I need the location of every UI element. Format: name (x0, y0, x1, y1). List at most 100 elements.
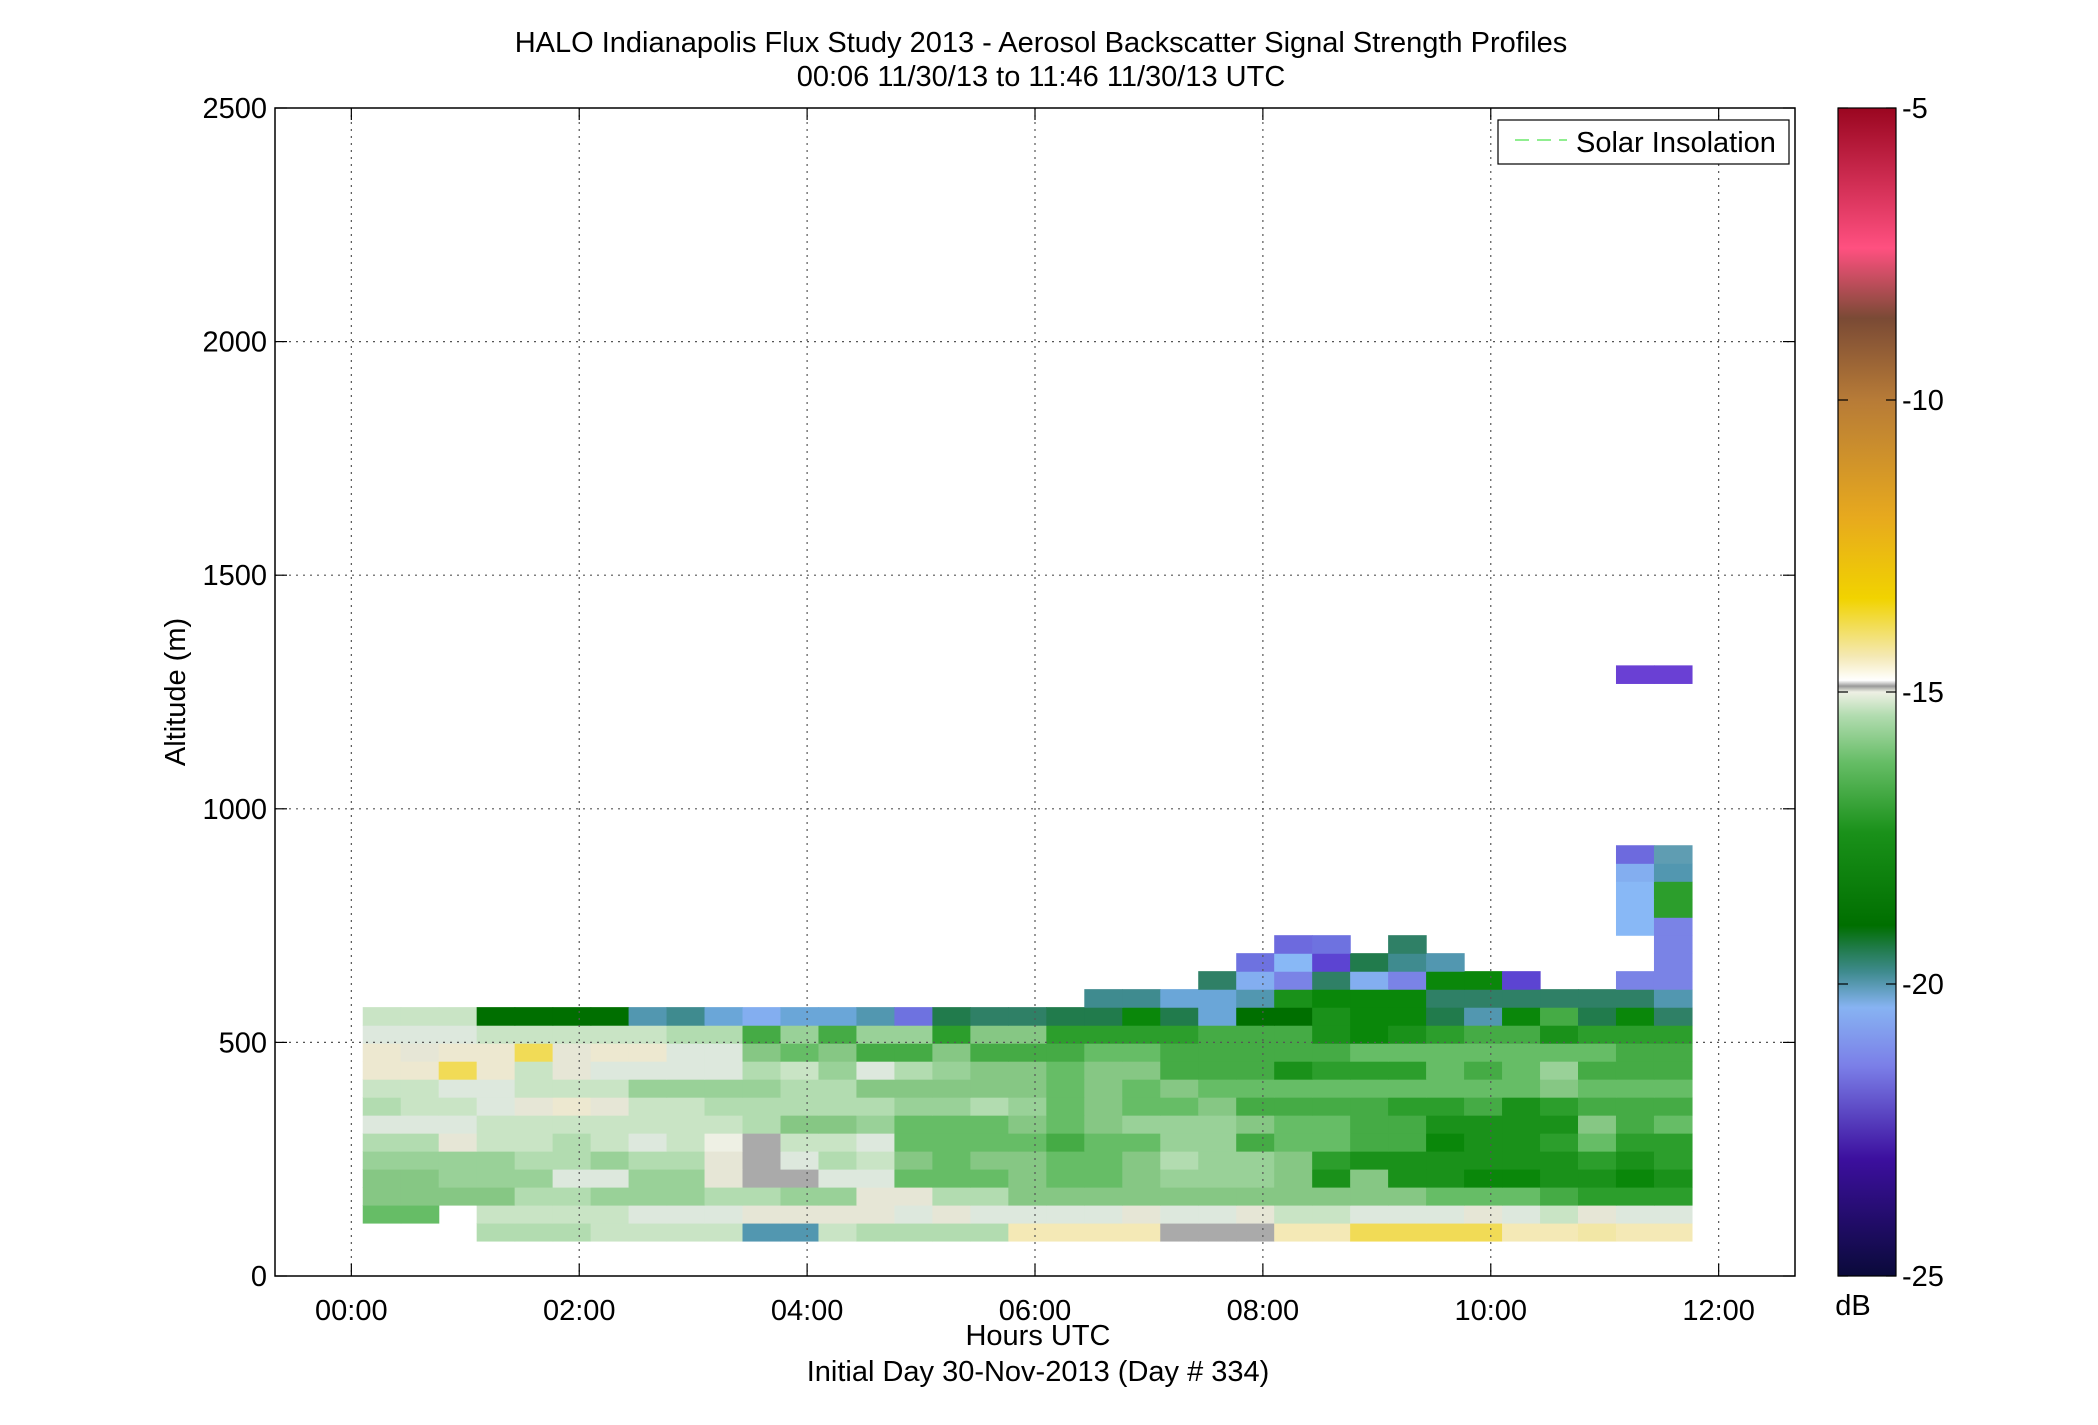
heatmap-cell (742, 1133, 782, 1152)
heatmap-cell (856, 1204, 896, 1224)
heatmap-cell (1312, 1061, 1351, 1080)
heatmap-cell (1615, 1061, 1655, 1080)
heatmap-cell (552, 1025, 592, 1044)
heatmap-cell (856, 1097, 896, 1116)
y-axis-label: Altitude (m) (160, 618, 192, 766)
heatmap-cell (514, 1204, 554, 1224)
heatmap-cell (1464, 1079, 1503, 1098)
legend-box (1497, 119, 1790, 165)
heatmap-cell (1198, 1187, 1237, 1206)
heatmap-cell (1653, 1222, 1693, 1242)
heatmap-cell (552, 1133, 592, 1152)
heatmap-cell (1464, 1025, 1503, 1044)
heatmap-cell (818, 1007, 858, 1026)
heatmap-cell (932, 1025, 971, 1044)
heatmap-cell (1274, 1151, 1313, 1170)
heatmap-cell (1236, 989, 1275, 1008)
heatmap-cell (1653, 1151, 1693, 1170)
heatmap-cell (1046, 1204, 1085, 1224)
heatmap-cell (1084, 1222, 1123, 1242)
heatmap-cell (1615, 665, 1655, 684)
heatmap-cell (362, 1115, 402, 1134)
heatmap-cell (704, 1025, 744, 1044)
heatmap-cell (1540, 1204, 1579, 1224)
heatmap-cell (400, 1115, 440, 1134)
heatmap-cell (1198, 1115, 1237, 1134)
heatmap-cell (1046, 1115, 1085, 1134)
heatmap-cell (1084, 1007, 1123, 1026)
heatmap-cell (1008, 1187, 1047, 1206)
colorbar-tick-label: -15 (1902, 677, 1944, 709)
heatmap-cell (1426, 989, 1465, 1008)
heatmap-cell (1540, 1043, 1579, 1062)
y-axis-ticks: 0 500 1000 1500 2000 2500 (202, 93, 1795, 1293)
heatmap-cell (1578, 1043, 1617, 1062)
heatmap-cell (1578, 1222, 1617, 1242)
heatmap-cell (780, 1204, 820, 1224)
heatmap-cell (1236, 1007, 1275, 1026)
heatmap-cell (742, 1007, 782, 1026)
heatmap-cell (894, 1187, 933, 1206)
heatmap-cell (552, 1097, 592, 1116)
heatmap-cell (514, 1115, 554, 1134)
heatmap-cell (400, 1025, 440, 1044)
heatmap-cell (1426, 1079, 1465, 1098)
heatmap-cell (1540, 1007, 1579, 1026)
heatmap-cell (1502, 1079, 1541, 1098)
heatmap-cell (1084, 989, 1123, 1008)
heatmap-cell (362, 1204, 402, 1224)
heatmap-cell (1578, 1079, 1617, 1098)
heatmap-cell (552, 1061, 592, 1080)
heatmap-cell (1426, 1204, 1465, 1224)
heatmap-cell (742, 1061, 782, 1080)
heatmap-cell (628, 1222, 668, 1242)
heatmap-cell (704, 1133, 744, 1152)
heatmap-cell (1426, 1151, 1465, 1170)
heatmap-cell (1274, 989, 1313, 1008)
heatmap-cell (1615, 881, 1655, 900)
heatmap-cell (666, 1007, 706, 1026)
heatmap-cell (1350, 1061, 1389, 1080)
heatmap-cell (818, 1115, 858, 1134)
heatmap-cell (1046, 1007, 1085, 1026)
heatmap-cell (742, 1222, 782, 1242)
heatmap-cell (1615, 1079, 1655, 1098)
heatmap-cell (704, 1187, 744, 1206)
heatmap-cell (1653, 1079, 1693, 1098)
heatmap-cell (704, 1097, 744, 1116)
heatmap-cell (1084, 1025, 1123, 1044)
heatmap-cell (1008, 1061, 1047, 1080)
heatmap-cell (970, 1097, 1009, 1116)
heatmap-cell (1388, 971, 1427, 990)
heatmap-cell (932, 1079, 971, 1098)
heatmap-cell (1008, 1025, 1047, 1044)
heatmap-cell (552, 1043, 592, 1062)
heatmap-cell (1350, 1079, 1389, 1098)
heatmap-cell (1274, 971, 1313, 990)
heatmap-cell (400, 1169, 440, 1188)
heatmap-cell (590, 1133, 630, 1152)
heatmap-cell (666, 1222, 706, 1242)
heatmap-cell (1236, 953, 1275, 972)
heatmap-cell (1350, 1204, 1389, 1224)
heatmap-cell (1008, 1097, 1047, 1116)
heatmap-cell (1540, 1187, 1579, 1206)
heatmap-cell (552, 1079, 592, 1098)
heatmap-cell (1274, 1061, 1313, 1080)
heatmap-cell (514, 1169, 554, 1188)
chart-subtitle: 00:06 11/30/13 to 11:46 11/30/13 UTC (797, 61, 1286, 93)
x-tick-label: 08:00 (1227, 1295, 1300, 1327)
heatmap-cell (1160, 1025, 1199, 1044)
heatmap-cell (400, 1097, 440, 1116)
heatmap-cell (514, 1097, 554, 1116)
heatmap-cell (1274, 1025, 1313, 1044)
heatmap-cell (1122, 1079, 1161, 1098)
heatmap-cell (552, 1115, 592, 1134)
heatmap-cell (1653, 665, 1693, 684)
heatmap-cell (894, 1133, 933, 1152)
heatmap-cell (1388, 1079, 1427, 1098)
heatmap-cell (932, 1043, 971, 1062)
heatmap-cell (894, 1204, 933, 1224)
heatmap-cell (1084, 1204, 1123, 1224)
